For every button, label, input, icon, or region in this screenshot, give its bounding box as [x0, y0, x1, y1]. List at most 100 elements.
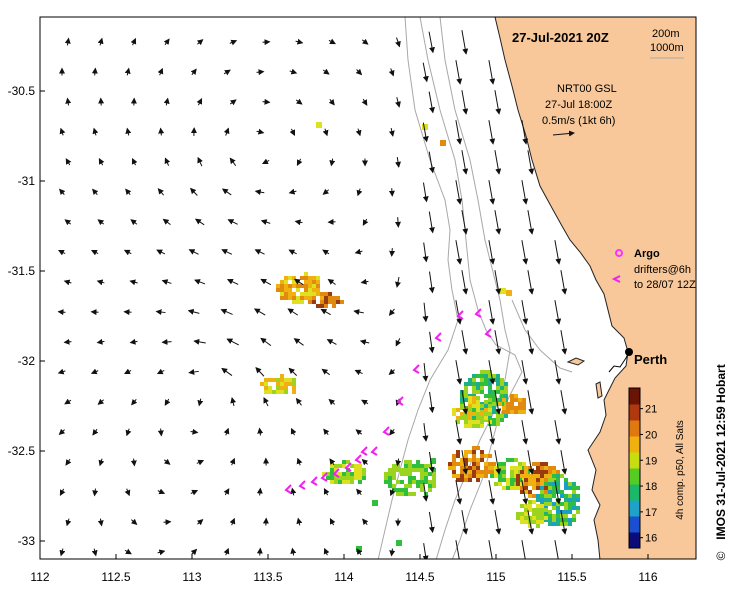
- sst-pixel: [516, 474, 520, 478]
- sst-pixel: [472, 458, 476, 462]
- sst-pixel: [334, 464, 338, 468]
- sst-pixel: [280, 284, 284, 288]
- colorbar-segment: [629, 484, 640, 501]
- sst-pixel: [528, 504, 532, 508]
- sst-pixel: [518, 406, 522, 410]
- sst-pixel: [492, 418, 496, 422]
- sst-pixel: [472, 396, 476, 400]
- sst-pixel: [332, 304, 336, 308]
- sst-pixel: [396, 492, 400, 496]
- sst-pixel: [552, 518, 556, 522]
- sst-pixel: [468, 416, 472, 420]
- x-tick-label: 114.5: [405, 570, 434, 584]
- sst-pixel: [268, 378, 272, 382]
- sst-pixel: [548, 470, 552, 474]
- colorbar-segment: [629, 468, 640, 485]
- sst-pixel: [480, 454, 484, 458]
- sst-pixel: [388, 484, 392, 488]
- sst-pixel: [288, 296, 292, 300]
- sst-pixel: [324, 304, 328, 308]
- current-scale-label: 0.5m/s (1kt 6h): [542, 115, 615, 127]
- sst-pixel: [300, 276, 304, 280]
- sst-pixel: [448, 462, 452, 466]
- sst-pixel: [312, 296, 316, 300]
- sst-pixel: [408, 464, 412, 468]
- sst-pixel: [518, 410, 522, 414]
- sst-pixel: [460, 474, 464, 478]
- sst-pixel: [308, 280, 312, 284]
- sst-pixel: [284, 382, 288, 386]
- sst-pixel: [304, 280, 308, 284]
- sst-pixel: [544, 516, 548, 520]
- sst-pixel: [518, 398, 522, 402]
- sst-pixel: [300, 296, 304, 300]
- sst-pixel: [540, 478, 544, 482]
- sst-pixel: [480, 420, 484, 424]
- sst-pixel: [464, 390, 468, 394]
- sst-pixel: [276, 390, 280, 394]
- sst-pixel: [548, 518, 552, 522]
- sst-pixel: [576, 498, 580, 502]
- sst-pixel: [548, 510, 552, 514]
- sst-pixel: [564, 502, 568, 506]
- sst-pixel: [424, 472, 428, 476]
- sst-pixel: [502, 466, 506, 470]
- sst-pixel: [506, 486, 510, 490]
- sst-pixel: [280, 386, 284, 390]
- sst-pixel: [468, 458, 472, 462]
- sst-pixel: [400, 492, 404, 496]
- sst-pixel: [576, 510, 580, 514]
- sst-pixel: [532, 516, 536, 520]
- sst-pixel: [412, 468, 416, 472]
- sst-pixel: [560, 494, 564, 498]
- current-arrow: [260, 549, 261, 556]
- sst-pixel: [510, 394, 514, 398]
- sst-pixel: [432, 480, 436, 484]
- sst-pixel: [358, 472, 362, 476]
- sst-pixel: [502, 398, 506, 402]
- sst-pixel: [276, 378, 280, 382]
- sst-pixel: [472, 382, 476, 386]
- sst-pixel: [572, 518, 576, 522]
- sst-pixel: [326, 476, 330, 480]
- sst-pixel: [452, 458, 456, 462]
- sst-pixel: [316, 280, 320, 284]
- sst-pixel: [464, 394, 468, 398]
- sst-pixel: [502, 470, 506, 474]
- sst-pixel: [468, 420, 472, 424]
- sst-pixel: [560, 490, 564, 494]
- x-tick-label: 113: [182, 570, 201, 584]
- sst-pixel: [504, 390, 508, 394]
- sst-pixel: [288, 378, 292, 382]
- sst-pixel: [312, 276, 316, 280]
- sst-pixel: [350, 480, 354, 484]
- sst-pixel: [484, 466, 488, 470]
- sst-pixel: [472, 474, 476, 478]
- sst-pixel: [568, 522, 572, 526]
- sst-pixel: [556, 510, 560, 514]
- sst-pixel: [572, 506, 576, 510]
- sst-pixel: [324, 292, 328, 296]
- sst-pixel: [288, 284, 292, 288]
- sst-pixel: [540, 470, 544, 474]
- sst-pixel: [480, 416, 484, 420]
- sst-pixel: [548, 486, 552, 490]
- sst-pixel: [572, 502, 576, 506]
- sst-pixel: [420, 472, 424, 476]
- sst-pixel: [280, 390, 284, 394]
- sst-pixel: [468, 450, 472, 454]
- sst-pixel: [342, 460, 346, 464]
- sst-pixel: [460, 404, 464, 408]
- sst-pixel: [388, 476, 392, 480]
- sst-pixel: [336, 300, 340, 304]
- sst-pixel: [464, 382, 468, 386]
- sst-pixel: [404, 468, 408, 472]
- sst-pixel: [316, 304, 320, 308]
- colorbar-segment: [629, 532, 640, 549]
- sst-pixel: [460, 416, 464, 420]
- sst-pixel: [476, 412, 480, 416]
- sst-pixel: [420, 476, 424, 480]
- sst-pixel: [524, 516, 528, 520]
- sst-pixel: [480, 374, 484, 378]
- sst-pixel: [522, 462, 526, 466]
